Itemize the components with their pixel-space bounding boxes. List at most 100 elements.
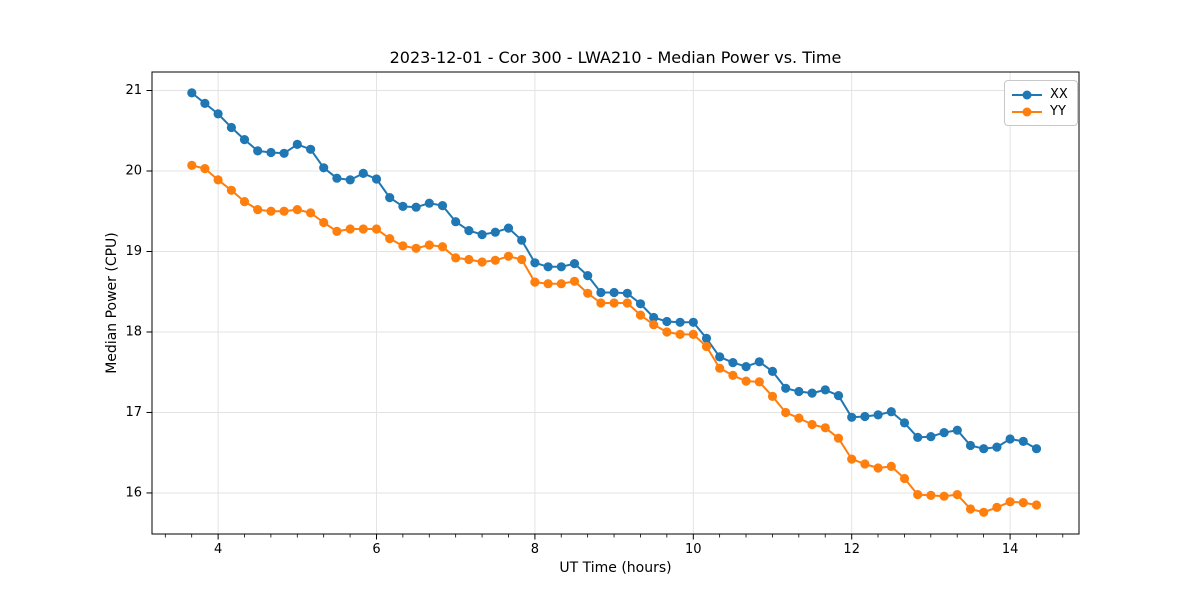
data-point — [451, 217, 461, 227]
data-point — [1005, 434, 1015, 444]
data-point — [358, 224, 368, 234]
data-point — [1005, 497, 1015, 507]
plot-frame — [151, 71, 1080, 535]
data-point — [292, 205, 302, 215]
data-point — [306, 144, 316, 154]
data-point — [939, 491, 949, 501]
data-point — [913, 490, 923, 500]
data-point — [1031, 500, 1042, 510]
data-point — [979, 507, 989, 517]
data-point — [385, 193, 395, 203]
data-point — [239, 197, 250, 207]
data-point — [965, 440, 976, 451]
series-line-xx — [191, 92, 1037, 450]
data-point — [332, 226, 342, 236]
data-point — [926, 432, 936, 442]
data-point — [794, 386, 804, 397]
data-point — [530, 258, 540, 268]
legend-label-xx: XX — [1050, 87, 1068, 102]
data-point — [1018, 436, 1028, 446]
x-tick-label: 10 — [685, 542, 702, 557]
data-point — [635, 299, 646, 309]
data-point — [187, 160, 197, 170]
data-point — [503, 251, 514, 261]
legend-item-yy: YY — [1012, 103, 1068, 120]
data-point — [239, 135, 250, 145]
data-point — [1018, 498, 1028, 508]
data-point — [371, 174, 382, 184]
data-point — [213, 175, 223, 185]
data-point — [860, 411, 870, 422]
data-point — [794, 413, 804, 423]
data-point — [253, 205, 263, 215]
data-point — [715, 352, 725, 362]
data-point — [979, 444, 989, 454]
data-point — [319, 217, 329, 228]
data-point — [319, 163, 329, 173]
axis-ticks: 4 6 8 10 12 14 16 17 18 19 20 21 — [125, 83, 1064, 557]
data-point — [952, 425, 962, 435]
data-point — [477, 257, 487, 267]
data-point — [847, 412, 857, 422]
xx-marker-icon — [1022, 90, 1032, 99]
data-point — [556, 279, 566, 289]
data-point — [200, 164, 210, 174]
data-point — [701, 333, 712, 343]
y-tick-label: 17 — [125, 405, 142, 420]
data-point — [649, 312, 659, 323]
data-point — [451, 253, 461, 263]
data-point — [517, 235, 527, 245]
data-point — [411, 243, 421, 253]
data-point — [820, 423, 830, 433]
data-point — [662, 327, 672, 337]
data-point — [635, 310, 646, 320]
x-tick-label: 6 — [372, 542, 380, 557]
data-point — [886, 407, 896, 417]
data-point — [767, 366, 778, 376]
data-point — [596, 298, 606, 308]
legend: XX YY — [1004, 80, 1078, 126]
data-point — [675, 329, 685, 339]
data-point — [464, 226, 474, 236]
data-point — [477, 230, 487, 240]
data-point — [622, 298, 632, 308]
data-point — [873, 463, 883, 473]
data-point — [306, 208, 316, 218]
data-point — [266, 206, 276, 216]
x-tick-label: 4 — [214, 542, 222, 557]
data-point — [728, 358, 738, 368]
data-point — [701, 341, 712, 352]
x-tick-label: 12 — [843, 542, 860, 557]
series-yy — [187, 160, 1042, 517]
data-point — [662, 316, 672, 327]
y-tick-label: 19 — [125, 244, 142, 259]
x-axis-label: UT Time (hours) — [559, 560, 672, 576]
data-point — [807, 388, 817, 398]
data-point — [754, 377, 764, 387]
data-point — [437, 242, 448, 252]
data-point — [992, 502, 1002, 512]
data-point — [226, 122, 236, 133]
data-point — [464, 254, 474, 265]
data-point — [847, 454, 857, 464]
series-line-yy — [191, 164, 1037, 514]
y-tick-label: 18 — [125, 324, 142, 339]
data-point — [437, 201, 448, 211]
data-point — [807, 419, 817, 430]
data-point — [675, 317, 685, 327]
yy-line-marker-sample — [1012, 106, 1042, 117]
data-point — [279, 148, 289, 158]
data-point — [345, 175, 355, 185]
data-point — [873, 410, 883, 420]
data-point — [226, 185, 236, 195]
data-point — [253, 146, 263, 156]
data-point — [398, 241, 408, 251]
data-point — [820, 385, 830, 395]
data-point — [754, 357, 764, 367]
data-point — [741, 376, 751, 386]
grid — [152, 72, 1079, 534]
series-xx — [187, 88, 1042, 454]
data-point — [767, 391, 778, 401]
y-tick-label: 20 — [125, 164, 142, 179]
